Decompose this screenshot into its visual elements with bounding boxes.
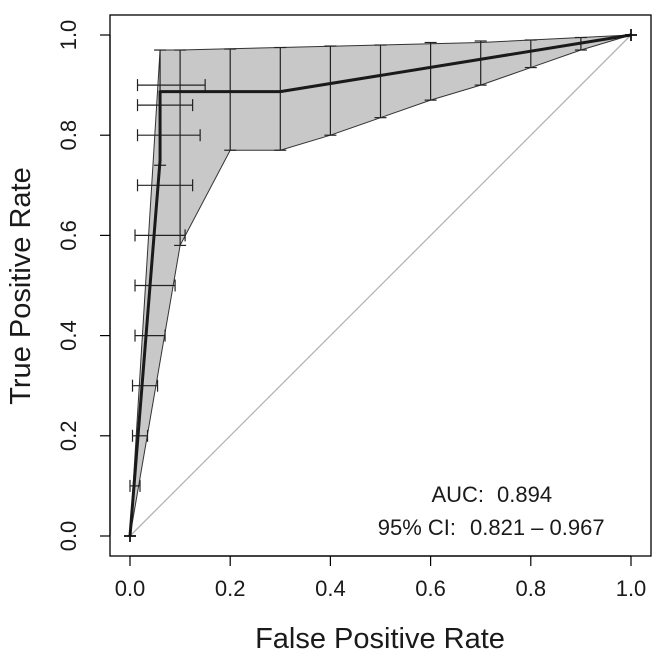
y-tick-label: 1.0 <box>56 20 81 51</box>
y-tick-label: 0.2 <box>56 421 81 452</box>
x-tick-label: 0.0 <box>115 576 146 601</box>
reference-layer <box>129 34 632 537</box>
roc-curve-layer <box>124 29 637 542</box>
y-tick-label: 0.8 <box>56 120 81 151</box>
x-axis-title: False Positive Rate <box>255 623 505 655</box>
y-tick-label: 0.6 <box>56 220 81 251</box>
auc-label: AUC: <box>431 482 484 507</box>
reference-diagonal <box>129 34 632 537</box>
y-tick-label: 0.4 <box>56 320 81 351</box>
x-tick-label: 0.4 <box>315 576 346 601</box>
y-axis: 0.0 0.2 0.4 0.6 0.8 1.0 <box>56 20 111 552</box>
x-tick-label: 0.8 <box>516 576 547 601</box>
x-axis: 0.0 0.2 0.4 0.6 0.8 1.0 <box>115 555 647 601</box>
error-bar-layer <box>129 36 587 492</box>
ci-label: 95% CI: <box>378 515 456 540</box>
x-tick-label: 1.0 <box>616 576 647 601</box>
y-axis-title: True Positive Rate <box>5 167 37 404</box>
auc-value: 0.894 <box>497 482 552 507</box>
roc-curve <box>128 33 632 537</box>
x-tick-label: 0.6 <box>415 576 446 601</box>
ci-value: 0.821 – 0.967 <box>470 515 605 540</box>
x-tick-label: 0.2 <box>215 576 246 601</box>
y-tick-label: 0.0 <box>56 521 81 552</box>
